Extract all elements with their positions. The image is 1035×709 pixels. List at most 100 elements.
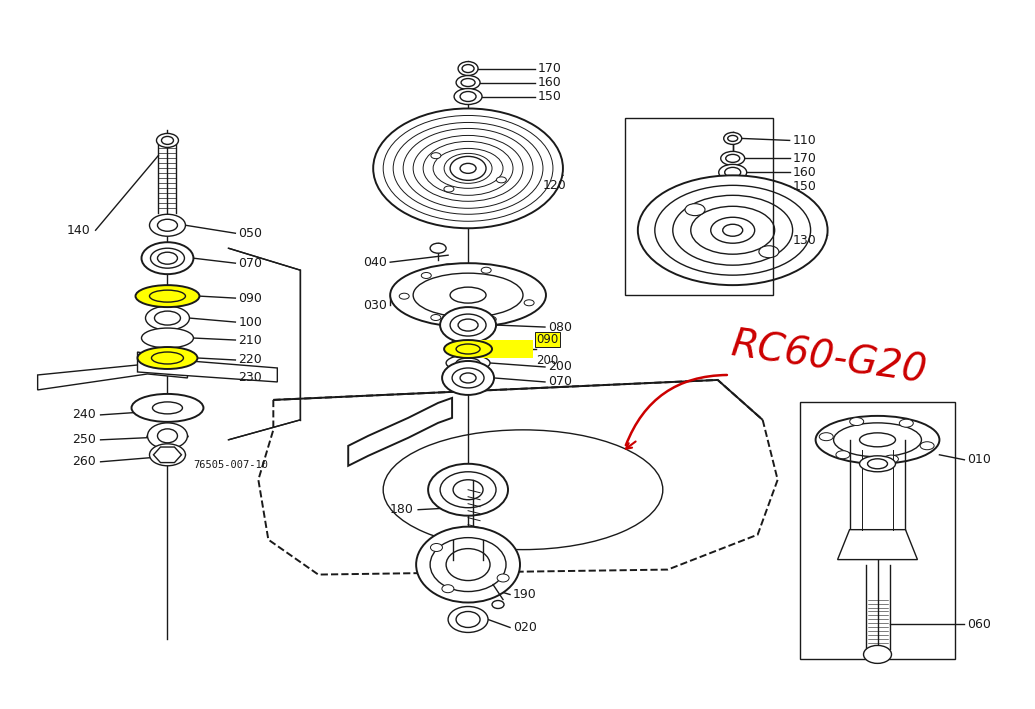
Ellipse shape	[497, 177, 506, 183]
Ellipse shape	[446, 355, 490, 371]
Ellipse shape	[723, 133, 742, 145]
Ellipse shape	[433, 148, 503, 189]
Ellipse shape	[149, 214, 185, 236]
Ellipse shape	[759, 246, 779, 257]
Text: 120: 120	[543, 179, 567, 192]
Ellipse shape	[444, 186, 454, 192]
Ellipse shape	[390, 263, 545, 327]
Ellipse shape	[859, 433, 895, 447]
Ellipse shape	[711, 217, 755, 243]
Ellipse shape	[142, 328, 194, 348]
Text: 230: 230	[238, 372, 262, 384]
Ellipse shape	[718, 164, 746, 180]
Ellipse shape	[885, 455, 898, 463]
Ellipse shape	[442, 585, 454, 593]
Text: 190: 190	[513, 588, 537, 601]
Ellipse shape	[720, 152, 745, 165]
Ellipse shape	[723, 182, 742, 191]
Ellipse shape	[161, 136, 174, 145]
Ellipse shape	[673, 195, 793, 265]
Ellipse shape	[685, 203, 705, 216]
Text: 170: 170	[793, 152, 817, 165]
Ellipse shape	[459, 62, 478, 76]
Text: 090: 090	[238, 291, 262, 305]
Text: 200: 200	[548, 360, 571, 374]
Text: 250: 250	[71, 433, 95, 447]
Ellipse shape	[450, 157, 486, 180]
FancyArrowPatch shape	[626, 375, 727, 445]
Ellipse shape	[454, 89, 482, 104]
Ellipse shape	[728, 135, 738, 141]
Text: 040: 040	[363, 256, 387, 269]
Text: 110: 110	[793, 134, 817, 147]
Ellipse shape	[724, 167, 741, 177]
Ellipse shape	[413, 135, 523, 201]
Text: 010: 010	[968, 453, 992, 467]
Ellipse shape	[462, 65, 474, 72]
Text: 060: 060	[968, 618, 992, 631]
Text: 76505-007-10: 76505-007-10	[193, 459, 268, 470]
Text: 220: 220	[238, 354, 262, 367]
Polygon shape	[153, 447, 181, 462]
Ellipse shape	[726, 155, 740, 162]
Ellipse shape	[149, 444, 185, 466]
Ellipse shape	[156, 133, 178, 147]
Text: 260: 260	[71, 455, 95, 468]
Ellipse shape	[416, 527, 520, 603]
Ellipse shape	[453, 480, 483, 500]
Ellipse shape	[816, 416, 940, 464]
Polygon shape	[37, 364, 187, 390]
Ellipse shape	[717, 177, 747, 195]
Text: RC60-G20: RC60-G20	[730, 325, 929, 391]
Polygon shape	[468, 340, 533, 358]
Polygon shape	[259, 380, 777, 574]
Ellipse shape	[899, 419, 913, 428]
Text: 180: 180	[389, 503, 413, 516]
Ellipse shape	[431, 544, 442, 552]
Ellipse shape	[446, 549, 490, 581]
Ellipse shape	[461, 91, 476, 101]
Ellipse shape	[638, 175, 828, 285]
Text: 080: 080	[548, 320, 572, 333]
Text: 050: 050	[238, 227, 263, 240]
Polygon shape	[837, 530, 917, 559]
Ellipse shape	[456, 76, 480, 89]
Polygon shape	[138, 352, 277, 382]
Ellipse shape	[442, 361, 494, 395]
Ellipse shape	[820, 432, 833, 441]
Ellipse shape	[454, 160, 482, 177]
Ellipse shape	[448, 606, 489, 632]
Ellipse shape	[431, 152, 441, 159]
Text: 130: 130	[793, 234, 817, 247]
Text: 150: 150	[538, 90, 562, 103]
Ellipse shape	[374, 108, 563, 228]
Ellipse shape	[152, 402, 182, 414]
Ellipse shape	[850, 418, 863, 425]
Ellipse shape	[148, 423, 187, 449]
Ellipse shape	[461, 163, 476, 174]
Ellipse shape	[863, 645, 891, 664]
Ellipse shape	[492, 601, 504, 608]
Text: 160: 160	[793, 166, 817, 179]
Ellipse shape	[400, 294, 409, 299]
Ellipse shape	[428, 464, 508, 515]
Text: 150: 150	[793, 180, 817, 193]
Ellipse shape	[157, 429, 177, 443]
Ellipse shape	[393, 123, 543, 214]
Text: 160: 160	[538, 76, 562, 89]
Text: 200: 200	[536, 354, 558, 367]
Ellipse shape	[442, 264, 454, 272]
Ellipse shape	[146, 306, 189, 330]
Text: 070: 070	[548, 376, 572, 389]
Ellipse shape	[836, 451, 850, 459]
Ellipse shape	[157, 219, 177, 231]
Ellipse shape	[461, 79, 475, 86]
Ellipse shape	[431, 315, 441, 320]
Ellipse shape	[421, 272, 432, 279]
Ellipse shape	[138, 347, 198, 369]
Ellipse shape	[486, 316, 496, 323]
Ellipse shape	[142, 242, 194, 274]
Ellipse shape	[154, 311, 180, 325]
Text: 210: 210	[238, 333, 262, 347]
Ellipse shape	[524, 300, 534, 306]
